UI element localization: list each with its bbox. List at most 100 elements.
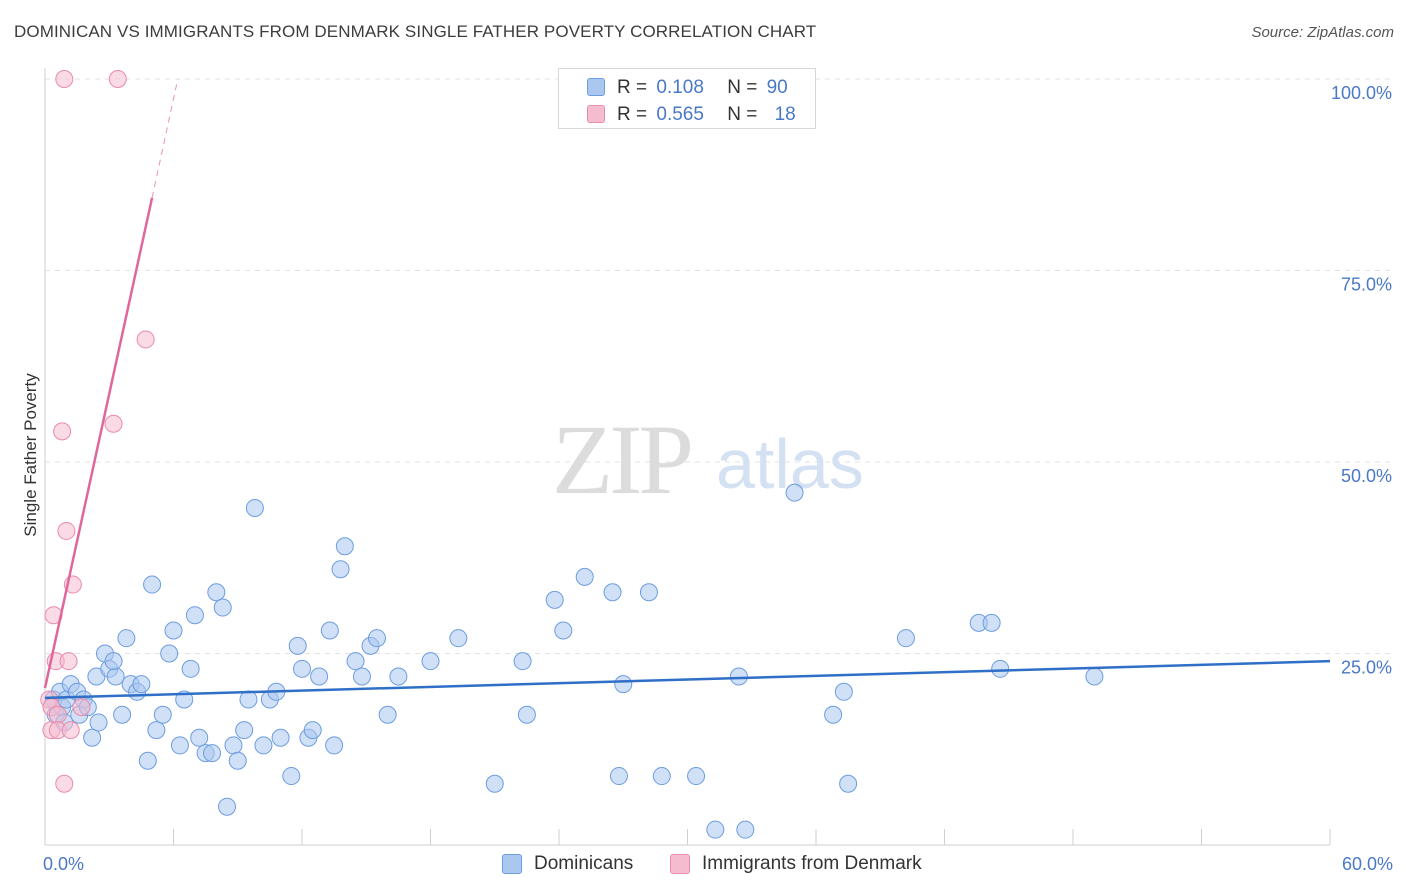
dominicans-point [190, 728, 209, 747]
dominicans-point [181, 659, 200, 678]
denmark-point [61, 721, 80, 740]
dominicans-point [449, 629, 468, 648]
legend-label-dominicans: Dominicans [534, 853, 634, 874]
source-label: Source: ZipAtlas.com [1251, 24, 1394, 41]
dominicans-point [310, 667, 329, 686]
dominicans-point [834, 682, 853, 701]
dominicans-point [517, 705, 536, 724]
y-tick-label-100: 100.0% [1331, 83, 1392, 103]
dominicans-point [485, 774, 504, 793]
dominicans-point [293, 659, 311, 678]
dominicans-point [89, 713, 108, 732]
dominicans-point [609, 767, 628, 786]
denmark-point [55, 70, 74, 88]
dominicans-point [389, 667, 408, 686]
dominicans-point [346, 652, 365, 671]
dominicans-point [421, 652, 440, 671]
y-tick-labels: 25.0% 50.0% 75.0% 100.0% [1331, 83, 1392, 678]
dominicans-point [207, 583, 226, 602]
x-tick-labels: 0.0% 60.0% [43, 854, 1393, 874]
dominicans-point [104, 652, 123, 671]
legend-swatch-pink [670, 854, 690, 874]
bottom-legend: Dominicans Immigrants from Denmark [0, 852, 1406, 878]
x-tick-label-min: 0.0% [43, 854, 84, 874]
denmark-point [57, 521, 76, 540]
denmark-trend-line [43, 197, 154, 689]
dominicans-point [203, 744, 222, 763]
dominicans-point [254, 736, 273, 755]
dominicans-point [639, 583, 658, 602]
denmark-point [72, 698, 91, 717]
dominicans-point [213, 598, 232, 617]
dominicans-point [170, 736, 189, 755]
dominicans-point [83, 728, 102, 747]
dominicans-point [235, 721, 254, 740]
dominicans-point [164, 621, 183, 640]
dominicans-points [44, 483, 1104, 839]
dominicans-point [785, 483, 804, 502]
denmark-point [108, 70, 127, 88]
dominicans-point [687, 767, 706, 786]
dominicans-point [185, 606, 204, 625]
denmark-points [40, 70, 155, 793]
dominicans-point [288, 636, 307, 655]
dominicans-point [729, 667, 748, 686]
dominicans-point [614, 675, 633, 694]
legend-swatch-blue [502, 854, 522, 874]
legend-r-value: 0.565 [656, 104, 704, 125]
dominicans-point [575, 567, 594, 586]
dominicans-trend-line [44, 659, 1331, 700]
legend-n-value: 18 [774, 104, 796, 125]
dominicans-point [228, 751, 247, 770]
dominicans-point [513, 652, 532, 671]
dominicans-point [706, 820, 725, 839]
dominicans-point [652, 767, 671, 786]
denmark-point [104, 414, 123, 433]
dominicans-point [224, 736, 243, 755]
denmark-point [55, 774, 74, 793]
dominicans-point [106, 667, 125, 686]
watermark-zip: ZIP [552, 404, 690, 515]
stats-legend: R = 0.108 N = 90 R = 0.565 N = 18 [558, 68, 816, 129]
dominicans-point [378, 705, 397, 724]
legend-n-value: 90 [766, 77, 788, 98]
dominicans-point [320, 621, 339, 640]
dominicans-point [824, 705, 843, 724]
dominicans-point [160, 644, 179, 663]
denmark-trend-line-extension [151, 78, 179, 198]
y-axis-title: Single Father Poverty [21, 373, 40, 537]
legend-r-label: R = [617, 104, 648, 125]
dominicans-point [1085, 667, 1104, 686]
dominicans-point [839, 774, 858, 793]
legend-r-label: R = [617, 77, 648, 98]
dominicans-point [331, 560, 350, 579]
chart-title: DOMINICAN VS IMMIGRANTS FROM DENMARK SIN… [14, 22, 817, 41]
dominicans-point [245, 498, 264, 517]
dominicans-point [352, 667, 371, 686]
dominicans-point [736, 820, 755, 839]
dominicans-point [147, 721, 166, 740]
dominicans-point [896, 629, 915, 648]
dominicans-point [991, 659, 1010, 678]
denmark-point [136, 330, 155, 349]
legend-label-denmark: Immigrants from Denmark [702, 853, 922, 874]
legend-r-value: 0.108 [656, 77, 704, 98]
y-tick-label-75: 75.0% [1341, 275, 1392, 295]
dominicans-point [271, 728, 290, 747]
dominicans-point [117, 629, 136, 648]
legend-swatch-blue [587, 78, 605, 96]
legend-n-label: N = [727, 77, 758, 98]
legend-n-label: N = [727, 104, 758, 125]
y-tick-label-50: 50.0% [1341, 466, 1392, 486]
dominicans-point [282, 767, 301, 786]
dominicans-point [153, 705, 172, 724]
denmark-point [59, 652, 78, 671]
dominicans-point [218, 797, 237, 816]
dominicans-point [367, 629, 386, 648]
dominicans-point [982, 613, 1001, 632]
watermark: ZIP atlas [552, 404, 864, 515]
dominicans-point [143, 575, 162, 594]
dominicans-point [545, 590, 564, 609]
grid-lines [45, 78, 1392, 654]
